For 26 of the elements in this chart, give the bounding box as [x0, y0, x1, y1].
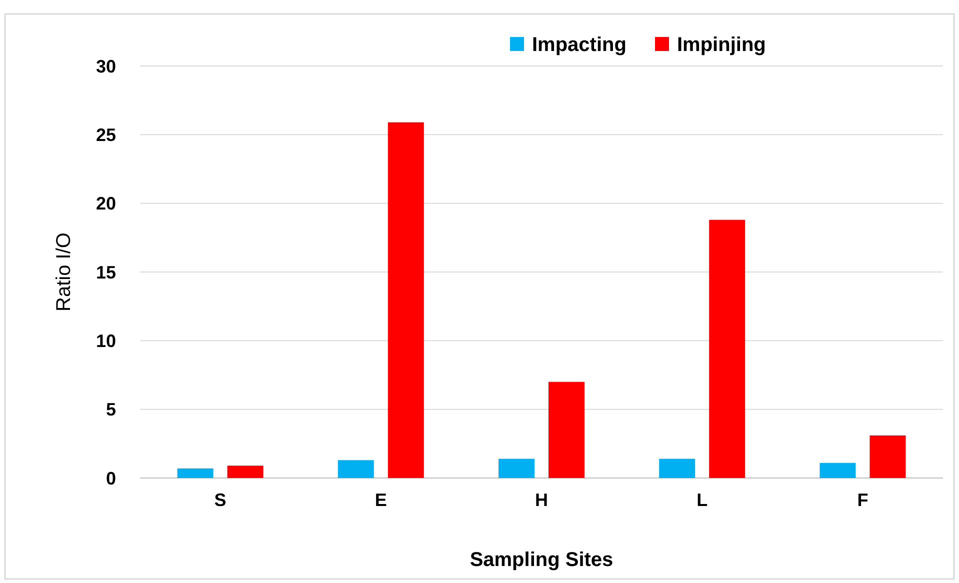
bar: [498, 458, 534, 478]
bar: [177, 468, 214, 478]
y-tick-label: 20: [96, 194, 116, 214]
x-tick-label: F: [857, 490, 868, 510]
bar: [709, 220, 746, 478]
x-tick-label: H: [535, 490, 548, 510]
y-axis-title: Ratio I/O: [53, 232, 75, 312]
bar: [820, 462, 856, 478]
y-tick-label: 0: [106, 468, 116, 488]
bar: [227, 466, 264, 478]
x-tick-label: E: [374, 490, 387, 510]
bar: [659, 458, 696, 478]
bar: [548, 382, 584, 478]
y-tick-label: 10: [96, 330, 116, 351]
x-tick-label: S: [214, 490, 226, 510]
legend-label: Impinjing: [677, 34, 766, 56]
x-axis-title: Sampling Sites: [470, 549, 614, 571]
bar: [870, 435, 906, 478]
bar: [338, 460, 374, 478]
y-tick-label: 25: [96, 124, 116, 145]
x-tick-label: L: [696, 490, 708, 510]
y-tick-label: 5: [106, 400, 116, 420]
legend-label: Impacting: [532, 34, 626, 56]
y-tick-label: 30: [96, 56, 116, 76]
bar: [388, 122, 424, 478]
y-tick-label: 15: [96, 262, 116, 282]
